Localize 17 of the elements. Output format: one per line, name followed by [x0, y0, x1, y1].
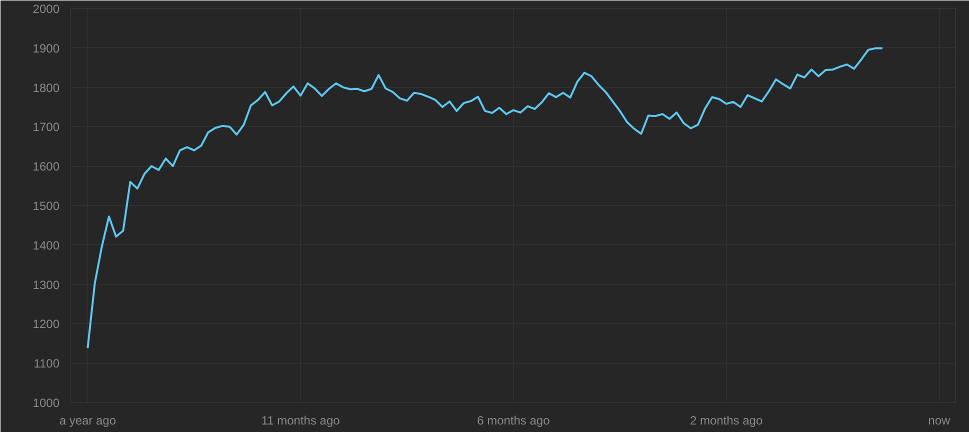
- line-series: [86, 47, 884, 350]
- y-tick-label: 1500: [32, 199, 60, 213]
- y-tick-label: 1900: [32, 41, 60, 56]
- y-tick-label: 1000: [32, 396, 60, 410]
- x-tick-label: 11 months ago: [261, 414, 340, 428]
- x-tick-label: 2 months ago: [690, 414, 763, 428]
- y-tick-label: 1700: [32, 120, 60, 134]
- x-tick-label: now: [928, 414, 951, 428]
- y-tick-label: 1100: [34, 356, 60, 371]
- y-tick-label: 1200: [32, 317, 60, 332]
- y-tick-label: 2000: [32, 2, 60, 16]
- y-tick-label: 1600: [32, 160, 60, 174]
- y-tick-label: 1400: [32, 238, 60, 252]
- y-tick-label: 1300: [32, 278, 60, 292]
- y-tick-label: 1800: [32, 80, 60, 95]
- x-tick-label: 6 months ago: [477, 414, 550, 428]
- x-tick-label: a year ago: [59, 414, 116, 428]
